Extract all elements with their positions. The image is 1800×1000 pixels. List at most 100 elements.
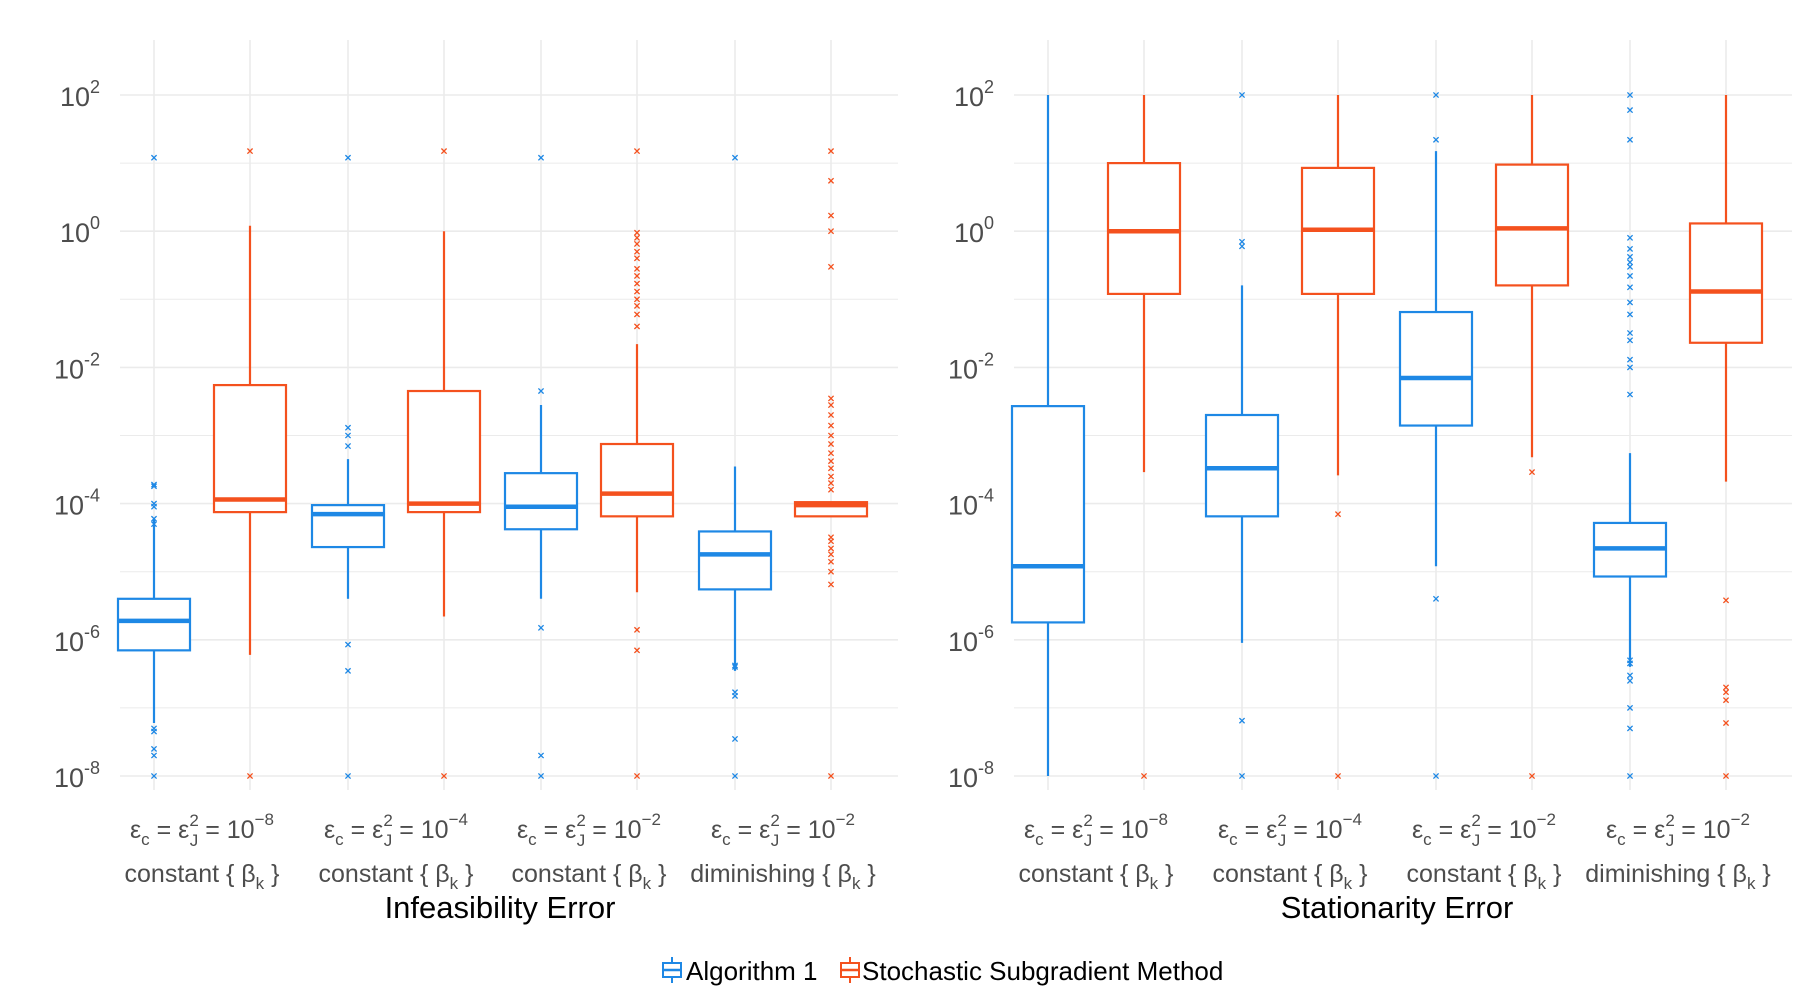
- outlier-point: [633, 626, 641, 633]
- legend-label-ssm: Stochastic Subgradient Method: [862, 956, 1223, 986]
- outlier-point: [731, 772, 739, 780]
- x-category-label-line2: constant { βk }: [125, 860, 280, 893]
- outlier-point: [827, 395, 835, 402]
- outlier-point: [1626, 263, 1634, 270]
- outlier-point: [440, 772, 448, 780]
- outlier-point: [827, 558, 835, 565]
- outlier-point: [1238, 238, 1246, 245]
- outlier-point: [1626, 259, 1634, 266]
- outlier-point: [633, 311, 641, 318]
- outlier-point: [633, 255, 641, 262]
- outlier-point: [633, 240, 641, 248]
- outlier-point: [827, 228, 835, 235]
- outlier-point: [150, 745, 158, 752]
- outlier-point: [827, 545, 835, 552]
- box-iqr: [1204, 413, 1280, 518]
- outlier-point: [1626, 299, 1634, 306]
- legend-item-ssm[interactable]: Stochastic Subgradient Method: [840, 956, 1223, 986]
- outlier-point: [633, 148, 641, 155]
- outlier-point: [633, 323, 641, 330]
- outlier-point: [344, 154, 352, 161]
- y-tick-label: 10-8: [948, 758, 994, 793]
- box-iqr: [697, 530, 773, 591]
- box-algorithm-1-cat-2: [310, 154, 386, 780]
- outlier-point: [537, 752, 545, 759]
- outlier-point: [1722, 684, 1730, 691]
- box-ssm-cat-2: [1300, 95, 1376, 780]
- x-category-label-line1: εc = ε2 J = 10−8: [1024, 810, 1168, 850]
- outlier-point: [1626, 136, 1634, 143]
- outlier-point: [827, 401, 835, 409]
- box-iqr: [1494, 163, 1570, 287]
- box-ssm-cat-4: [793, 148, 869, 780]
- outlier-point: [633, 302, 641, 309]
- outlier-point: [344, 641, 352, 648]
- legend-item-algorithm-1[interactable]: Algorithm 1: [662, 956, 818, 986]
- outlier-point: [1722, 772, 1730, 780]
- box-iqr: [116, 597, 192, 652]
- outlier-point: [1626, 337, 1634, 344]
- x-category-label-line1: εc = ε2 J = 10−8: [130, 810, 274, 850]
- outlier-point: [1626, 107, 1634, 114]
- outlier-point: [246, 148, 254, 155]
- y-tick-label: 10-4: [948, 486, 994, 521]
- outlier-point: [1626, 91, 1634, 99]
- box-ssm-cat-4: [1688, 95, 1764, 780]
- outlier-point: [1722, 689, 1730, 696]
- outlier-point: [827, 440, 835, 448]
- outlier-point: [1722, 597, 1730, 604]
- box-iqr: [1688, 222, 1764, 344]
- box-ssm-cat-3: [1494, 95, 1570, 780]
- y-tick-label: 102: [60, 77, 100, 112]
- x-category-label-line2: constant { βk }: [1407, 860, 1562, 893]
- legend-key-ssm-icon: [840, 957, 860, 983]
- outlier-point: [633, 229, 641, 236]
- box-iqr: [1398, 310, 1474, 427]
- x-category-label-line1: εc = ε2 J = 10−2: [1606, 810, 1750, 850]
- outlier-point: [1626, 356, 1634, 363]
- outlier-point: [150, 500, 158, 507]
- outlier-point: [827, 450, 835, 457]
- stationarity-error-panel: 102 100 10-2 10-4 10-6 10-8 εc = ε2 J = 10−8 con…: [948, 40, 1792, 893]
- outlier-point: [1238, 91, 1246, 99]
- chart-title-infeasibility: Infeasibility Error: [385, 890, 616, 925]
- outlier-point: [633, 265, 641, 272]
- outlier-point: [1626, 657, 1634, 664]
- outlier-point: [1626, 234, 1634, 241]
- outlier-point: [344, 772, 352, 780]
- x-category-label-line2: diminishing { βk }: [690, 860, 875, 893]
- y-tick-label: 100: [60, 213, 100, 248]
- box-iqr: [310, 504, 386, 549]
- outlier-point: [633, 296, 641, 303]
- y-tick-label: 10-2: [948, 349, 994, 384]
- outlier-point: [1238, 772, 1246, 780]
- box-iqr: [406, 389, 482, 514]
- legend-label-algorithm-1: Algorithm 1: [686, 956, 818, 986]
- box-algorithm-1-cat-4: [697, 154, 773, 780]
- outlier-point: [827, 458, 835, 465]
- outlier-point: [1626, 772, 1634, 780]
- box-iqr: [599, 442, 675, 518]
- box-ssm-cat-3: [599, 148, 675, 780]
- outlier-point: [150, 481, 158, 488]
- outlier-point: [827, 568, 835, 575]
- outlier-point: [537, 624, 545, 631]
- outlier-point: [1626, 284, 1634, 291]
- outlier-point: [150, 752, 158, 759]
- outlier-point: [344, 442, 352, 450]
- outlier-point: [1626, 677, 1634, 684]
- outlier-point: [440, 148, 448, 155]
- outlier-point: [150, 515, 158, 522]
- outlier-point: [827, 534, 835, 541]
- outlier-point: [1626, 272, 1634, 280]
- x-category-label-line2: constant { βk }: [512, 860, 667, 893]
- outlier-point: [731, 662, 739, 669]
- outlier-point: [633, 288, 641, 295]
- outlier-point: [150, 521, 158, 528]
- y-tick-label: 102: [954, 77, 994, 112]
- outlier-point: [731, 735, 739, 743]
- x-category-label-line1: εc = ε2 J = 10−2: [711, 810, 855, 850]
- x-category-label-line2: diminishing { βk }: [1585, 860, 1770, 893]
- x-category-label-line2: constant { βk }: [1019, 860, 1174, 893]
